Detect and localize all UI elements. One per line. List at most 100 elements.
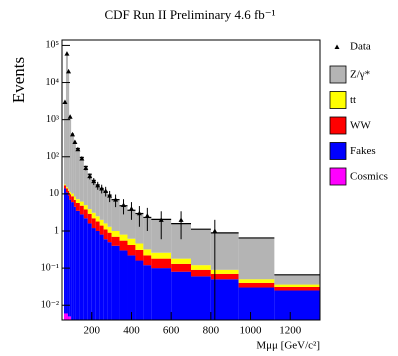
histogram-bar — [73, 199, 76, 207]
histogram-bar — [75, 199, 80, 203]
histogram-bar — [191, 269, 211, 277]
histogram-bar — [91, 180, 96, 213]
data-point — [212, 228, 218, 233]
data-point — [91, 178, 97, 184]
histogram-bar — [274, 290, 320, 320]
histogram-bar — [143, 265, 152, 320]
legend-label: Cosmics — [350, 171, 388, 183]
histogram-bar — [83, 205, 88, 210]
histogram-bar — [191, 229, 211, 266]
histogram-bar — [87, 223, 92, 320]
histogram-bar — [274, 286, 320, 291]
histogram-bar — [71, 134, 74, 194]
data-point — [178, 217, 184, 222]
histogram-bar — [67, 190, 70, 196]
histogram-bar — [111, 230, 120, 237]
histogram-bar — [87, 174, 92, 210]
histogram-bar — [135, 243, 144, 250]
data-point — [72, 139, 78, 144]
histogram-bar — [238, 279, 275, 283]
histogram-bar — [151, 258, 172, 269]
histogram-bar — [210, 232, 239, 270]
histogram-bar — [135, 260, 144, 320]
data-point — [121, 202, 127, 208]
histogram-bar — [99, 234, 104, 320]
histogram-bar — [73, 206, 76, 320]
histogram-bar — [151, 252, 172, 259]
histogram-bar — [119, 250, 128, 320]
histogram-bar — [65, 53, 68, 188]
histogram-bar — [69, 191, 72, 195]
data-point — [62, 99, 68, 104]
x-tick-label: 600 — [163, 325, 180, 337]
histogram-bar — [75, 202, 80, 211]
histogram-bar — [107, 195, 112, 227]
histogram-bar — [65, 188, 68, 193]
histogram-bar — [274, 284, 320, 287]
histogram-bar — [87, 213, 92, 224]
histogram-bar — [151, 268, 172, 320]
legend-label: Z/γ* — [350, 69, 370, 81]
histogram-bar — [71, 202, 74, 320]
histogram-bar — [79, 214, 84, 320]
data-point — [103, 188, 109, 193]
histogram-bar — [69, 194, 72, 200]
legend-label: tt — [350, 94, 356, 106]
histogram-bar — [111, 245, 120, 320]
histogram-bar — [99, 225, 104, 235]
x-tick-label: 1200 — [279, 325, 302, 337]
data-point — [87, 173, 93, 179]
histogram-bar — [171, 258, 191, 264]
histogram-bar — [69, 316, 72, 320]
histogram-bar — [65, 313, 68, 320]
histogram-bar — [210, 279, 239, 320]
histogram-bar — [83, 218, 88, 320]
histogram-bar — [73, 141, 76, 197]
histogram-bar — [69, 199, 72, 317]
histogram-bar — [75, 148, 80, 200]
histogram-bar — [65, 187, 68, 189]
x-tick-label: 200 — [84, 325, 101, 337]
histogram-bar — [79, 157, 84, 202]
legend-marker — [334, 44, 340, 49]
histogram-bar — [103, 229, 108, 240]
x-tick-label: 800 — [203, 325, 220, 337]
legend-label: WW — [350, 120, 371, 132]
histogram-bar — [119, 240, 128, 251]
histogram-bar — [119, 234, 128, 241]
data-point — [136, 210, 142, 216]
histogram-bar — [210, 269, 239, 274]
histogram-bar — [143, 217, 152, 250]
histogram-bar — [127, 244, 136, 256]
histogram-bar — [63, 101, 66, 185]
histogram-bar — [210, 273, 239, 280]
legend-swatch — [329, 65, 347, 84]
histogram-bar — [67, 316, 70, 320]
data-point — [99, 185, 105, 191]
y-tick-label: 10³ — [46, 114, 59, 125]
legend-swatch — [329, 116, 347, 135]
histogram-bar — [171, 263, 191, 272]
y-axis-label: Events — [9, 57, 28, 103]
data-point — [79, 155, 85, 161]
y-tick-label: 1 — [54, 225, 59, 236]
y-tick-label: 10⁻² — [41, 300, 59, 311]
histogram-bar — [83, 209, 88, 219]
legend-label: Fakes — [350, 145, 376, 157]
plot-frame — [61, 39, 321, 321]
histogram-bar — [107, 232, 112, 243]
histogram-bar — [99, 188, 104, 220]
histogram-bar — [91, 228, 96, 320]
histogram-bar — [65, 192, 68, 314]
data-point — [95, 182, 101, 188]
histogram-bar — [63, 188, 66, 314]
histogram-bar — [127, 238, 136, 245]
histogram-bar — [95, 216, 100, 222]
data-point — [83, 165, 89, 170]
y-tick-label: 10 — [49, 188, 59, 199]
histogram-bar — [95, 230, 100, 320]
legend-label: Data — [350, 41, 371, 53]
histogram-bar — [95, 221, 100, 231]
histogram-bar — [135, 213, 144, 244]
